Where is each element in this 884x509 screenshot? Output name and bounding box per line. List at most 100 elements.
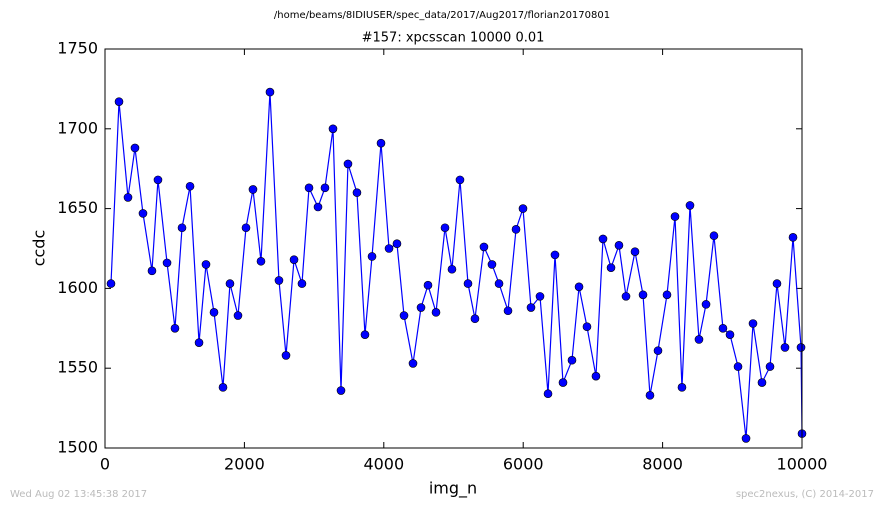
x-tick-label: 6000	[503, 455, 544, 474]
data-point	[511, 225, 521, 234]
data-point	[343, 159, 353, 169]
data-point	[289, 255, 299, 264]
x-tick-label: 8000	[642, 455, 683, 474]
data-point	[209, 308, 219, 317]
data-point	[780, 343, 790, 352]
data-point	[606, 263, 616, 272]
data-point	[106, 279, 116, 288]
data-point	[526, 303, 536, 312]
data-point	[479, 242, 489, 252]
x-tick-label: 0	[100, 455, 110, 474]
data-point	[591, 371, 601, 381]
data-point	[494, 279, 504, 288]
x-tick-label: 10000	[777, 455, 828, 474]
data-point	[518, 204, 528, 213]
data-point	[225, 279, 235, 288]
data-point	[455, 175, 465, 185]
y-tick-label: 1550	[57, 358, 98, 377]
data-point	[621, 292, 631, 301]
data-point	[218, 383, 228, 392]
data-point	[399, 311, 409, 320]
data-point	[313, 202, 323, 212]
data-point	[440, 223, 450, 233]
y-tick-label: 1600	[57, 278, 98, 297]
data-point	[408, 359, 418, 368]
data-point	[265, 87, 275, 97]
data-point	[360, 330, 370, 339]
data-point	[741, 434, 751, 443]
data-point	[558, 378, 568, 387]
y-tick-label: 1500	[57, 438, 98, 457]
data-point	[392, 239, 402, 249]
data-point	[662, 290, 672, 300]
data-point	[123, 193, 133, 202]
data-point	[630, 247, 640, 256]
data-point	[772, 279, 782, 288]
data-point	[550, 250, 560, 260]
footer-left: Wed Aug 02 13:45:38 2017	[10, 489, 147, 500]
y-tick-label: 1750	[57, 39, 98, 58]
data-point	[138, 209, 148, 218]
x-tick-label: 4000	[363, 455, 404, 474]
data-point	[574, 282, 584, 292]
data-point	[431, 308, 441, 317]
data-point	[328, 124, 338, 134]
data-point	[788, 233, 798, 242]
suptitle: /home/beams/8IDIUSER/spec_data/2017/Aug2…	[274, 10, 610, 21]
data-point	[194, 338, 204, 347]
data-point	[170, 323, 180, 333]
data-point	[153, 175, 163, 185]
y-tick-label: 1650	[57, 198, 98, 217]
data-point	[748, 319, 758, 328]
data-point	[638, 290, 648, 300]
data-point	[185, 181, 195, 191]
data-point	[130, 143, 140, 153]
data-point	[304, 183, 314, 193]
data-point	[725, 330, 735, 339]
y-axis-label: ccdc	[30, 230, 49, 267]
data-point	[598, 234, 608, 244]
data-point	[694, 335, 704, 344]
data-point	[114, 97, 124, 106]
data-point	[447, 264, 457, 274]
data-point	[670, 212, 680, 221]
data-point	[582, 322, 592, 332]
data-point	[320, 183, 330, 193]
data-point	[376, 138, 386, 148]
data-point	[543, 389, 553, 399]
data-point	[677, 383, 687, 392]
data-point	[147, 266, 157, 276]
data-point	[416, 303, 426, 312]
data-point	[162, 258, 172, 268]
plot-frame	[104, 48, 803, 449]
data-point	[367, 252, 377, 261]
data-point	[503, 306, 513, 316]
chart-title: #157: xpcsscan 10000 0.01	[362, 31, 545, 46]
data-point	[177, 223, 187, 233]
data-point	[470, 314, 480, 324]
data-point	[352, 188, 362, 197]
data-point	[248, 185, 258, 194]
data-point	[487, 260, 497, 269]
data-point	[201, 260, 211, 269]
footer-right: spec2nexus, (C) 2014-2017	[736, 489, 874, 500]
x-tick-label: 2000	[224, 455, 265, 474]
data-point	[685, 201, 695, 210]
data-point	[297, 279, 307, 288]
data-point	[709, 231, 719, 241]
x-axis-label: img_n	[429, 479, 477, 499]
data-point	[233, 311, 243, 320]
data-point	[701, 300, 711, 309]
data-line	[110, 92, 803, 439]
data-point	[765, 362, 775, 371]
data-point	[733, 362, 743, 371]
data-point	[718, 323, 728, 333]
data-point	[567, 355, 577, 365]
data-point	[535, 292, 545, 301]
data-point	[384, 244, 394, 253]
data-point	[614, 241, 624, 250]
data-point	[653, 346, 663, 355]
data-point	[281, 351, 291, 360]
data-point	[757, 378, 767, 387]
